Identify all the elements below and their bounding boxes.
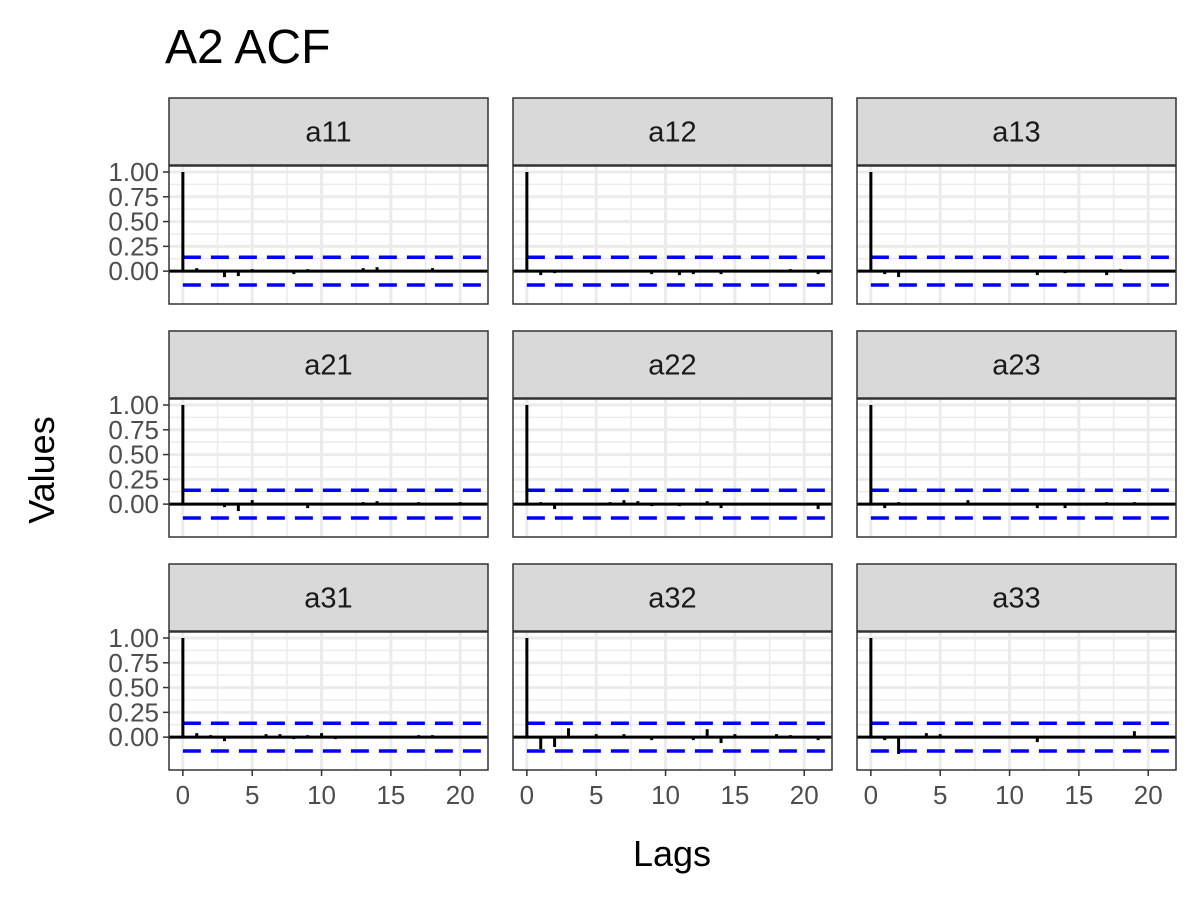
y-tick-label: 0.00 — [108, 489, 159, 519]
x-tick-label: 5 — [245, 780, 259, 810]
plot-area — [169, 632, 488, 770]
panel-border — [856, 631, 1177, 771]
y-tick-label: 0.75 — [108, 182, 159, 212]
strip-a32 — [512, 563, 833, 632]
panel-a22: a22 — [512, 330, 833, 538]
panel-border — [856, 398, 1177, 538]
strip-a12 — [512, 97, 833, 166]
y-tick-label: 0.25 — [108, 697, 159, 727]
panel-a13: a13 — [856, 97, 1177, 305]
x-tick-label: 20 — [446, 780, 475, 810]
strip-a11 — [168, 97, 489, 166]
strip-label: a32 — [648, 583, 696, 615]
x-tick-label: 15 — [376, 780, 405, 810]
panel-border — [168, 165, 489, 305]
panel-a33: a33 0 5 10 15 20 — [856, 563, 1177, 810]
panel-border — [512, 631, 833, 771]
panel-a32: a32 0 5 10 15 20 — [512, 563, 833, 810]
x-tick-label: 0 — [520, 780, 534, 810]
plot-area — [169, 399, 488, 537]
strip-label: a12 — [648, 117, 696, 149]
x-tick-label: 0 — [176, 780, 190, 810]
strip-label: a22 — [648, 350, 696, 382]
y-tick-label: 0.75 — [108, 415, 159, 445]
x-tick-label: 10 — [651, 780, 680, 810]
strip-label: a23 — [992, 350, 1040, 382]
strip-label: a21 — [304, 350, 352, 382]
y-axis-label: Values — [21, 416, 62, 523]
strip-a13 — [856, 97, 1177, 166]
strip-a33 — [856, 563, 1177, 632]
y-tick-label: 0.50 — [108, 440, 159, 470]
strip-a23 — [856, 330, 1177, 399]
plot-area — [857, 399, 1176, 537]
x-tick-label: 10 — [307, 780, 336, 810]
x-tick-label: 20 — [790, 780, 819, 810]
strip-label: a33 — [992, 583, 1040, 615]
panel-a11: a11 0.000.250.500.751.00 — [108, 97, 489, 305]
plot-area — [169, 166, 488, 304]
panel-border — [512, 165, 833, 305]
y-tick-label: 0.50 — [108, 207, 159, 237]
y-tick-label: 0.25 — [108, 464, 159, 494]
panel-a31: a31 0.000.250.500.751.00 0 5 10 15 20 — [108, 563, 489, 810]
panel-a23: a23 — [856, 330, 1177, 538]
x-tick-label: 20 — [1134, 780, 1163, 810]
x-tick-label: 5 — [933, 780, 947, 810]
x-tick-label: 0 — [864, 780, 878, 810]
y-tick-label: 1.00 — [108, 390, 159, 420]
plot-area — [513, 632, 832, 770]
strip-label: a11 — [305, 117, 351, 149]
strip-label: a13 — [992, 117, 1040, 149]
y-tick-label: 0.00 — [108, 722, 159, 752]
panel-border — [168, 398, 489, 538]
x-tick-label: 15 — [1064, 780, 1093, 810]
y-tick-label: 0.50 — [108, 673, 159, 703]
y-tick-label: 1.00 — [108, 157, 159, 187]
plot-area — [857, 632, 1176, 770]
plot-area — [513, 166, 832, 304]
panel-a21: a21 0.000.250.500.751.00 — [108, 330, 489, 538]
chart-title: A2 ACF — [165, 21, 330, 74]
x-tick-label: 10 — [995, 780, 1024, 810]
strip-label: a31 — [304, 583, 352, 615]
strip-a31 — [168, 563, 489, 632]
x-tick-label: 5 — [589, 780, 603, 810]
strip-a21 — [168, 330, 489, 399]
plot-area — [857, 166, 1176, 304]
y-tick-label: 0.75 — [108, 648, 159, 678]
y-tick-label: 0.25 — [108, 231, 159, 261]
plot-area — [513, 399, 832, 537]
panel-border — [856, 165, 1177, 305]
panel-a12: a12 — [512, 97, 833, 305]
panel-border — [512, 398, 833, 538]
x-tick-label: 15 — [720, 780, 749, 810]
x-axis-label: Lags — [633, 833, 711, 874]
y-tick-label: 1.00 — [108, 623, 159, 653]
strip-a22 — [512, 330, 833, 399]
panel-border — [168, 631, 489, 771]
y-tick-label: 0.00 — [108, 256, 159, 286]
